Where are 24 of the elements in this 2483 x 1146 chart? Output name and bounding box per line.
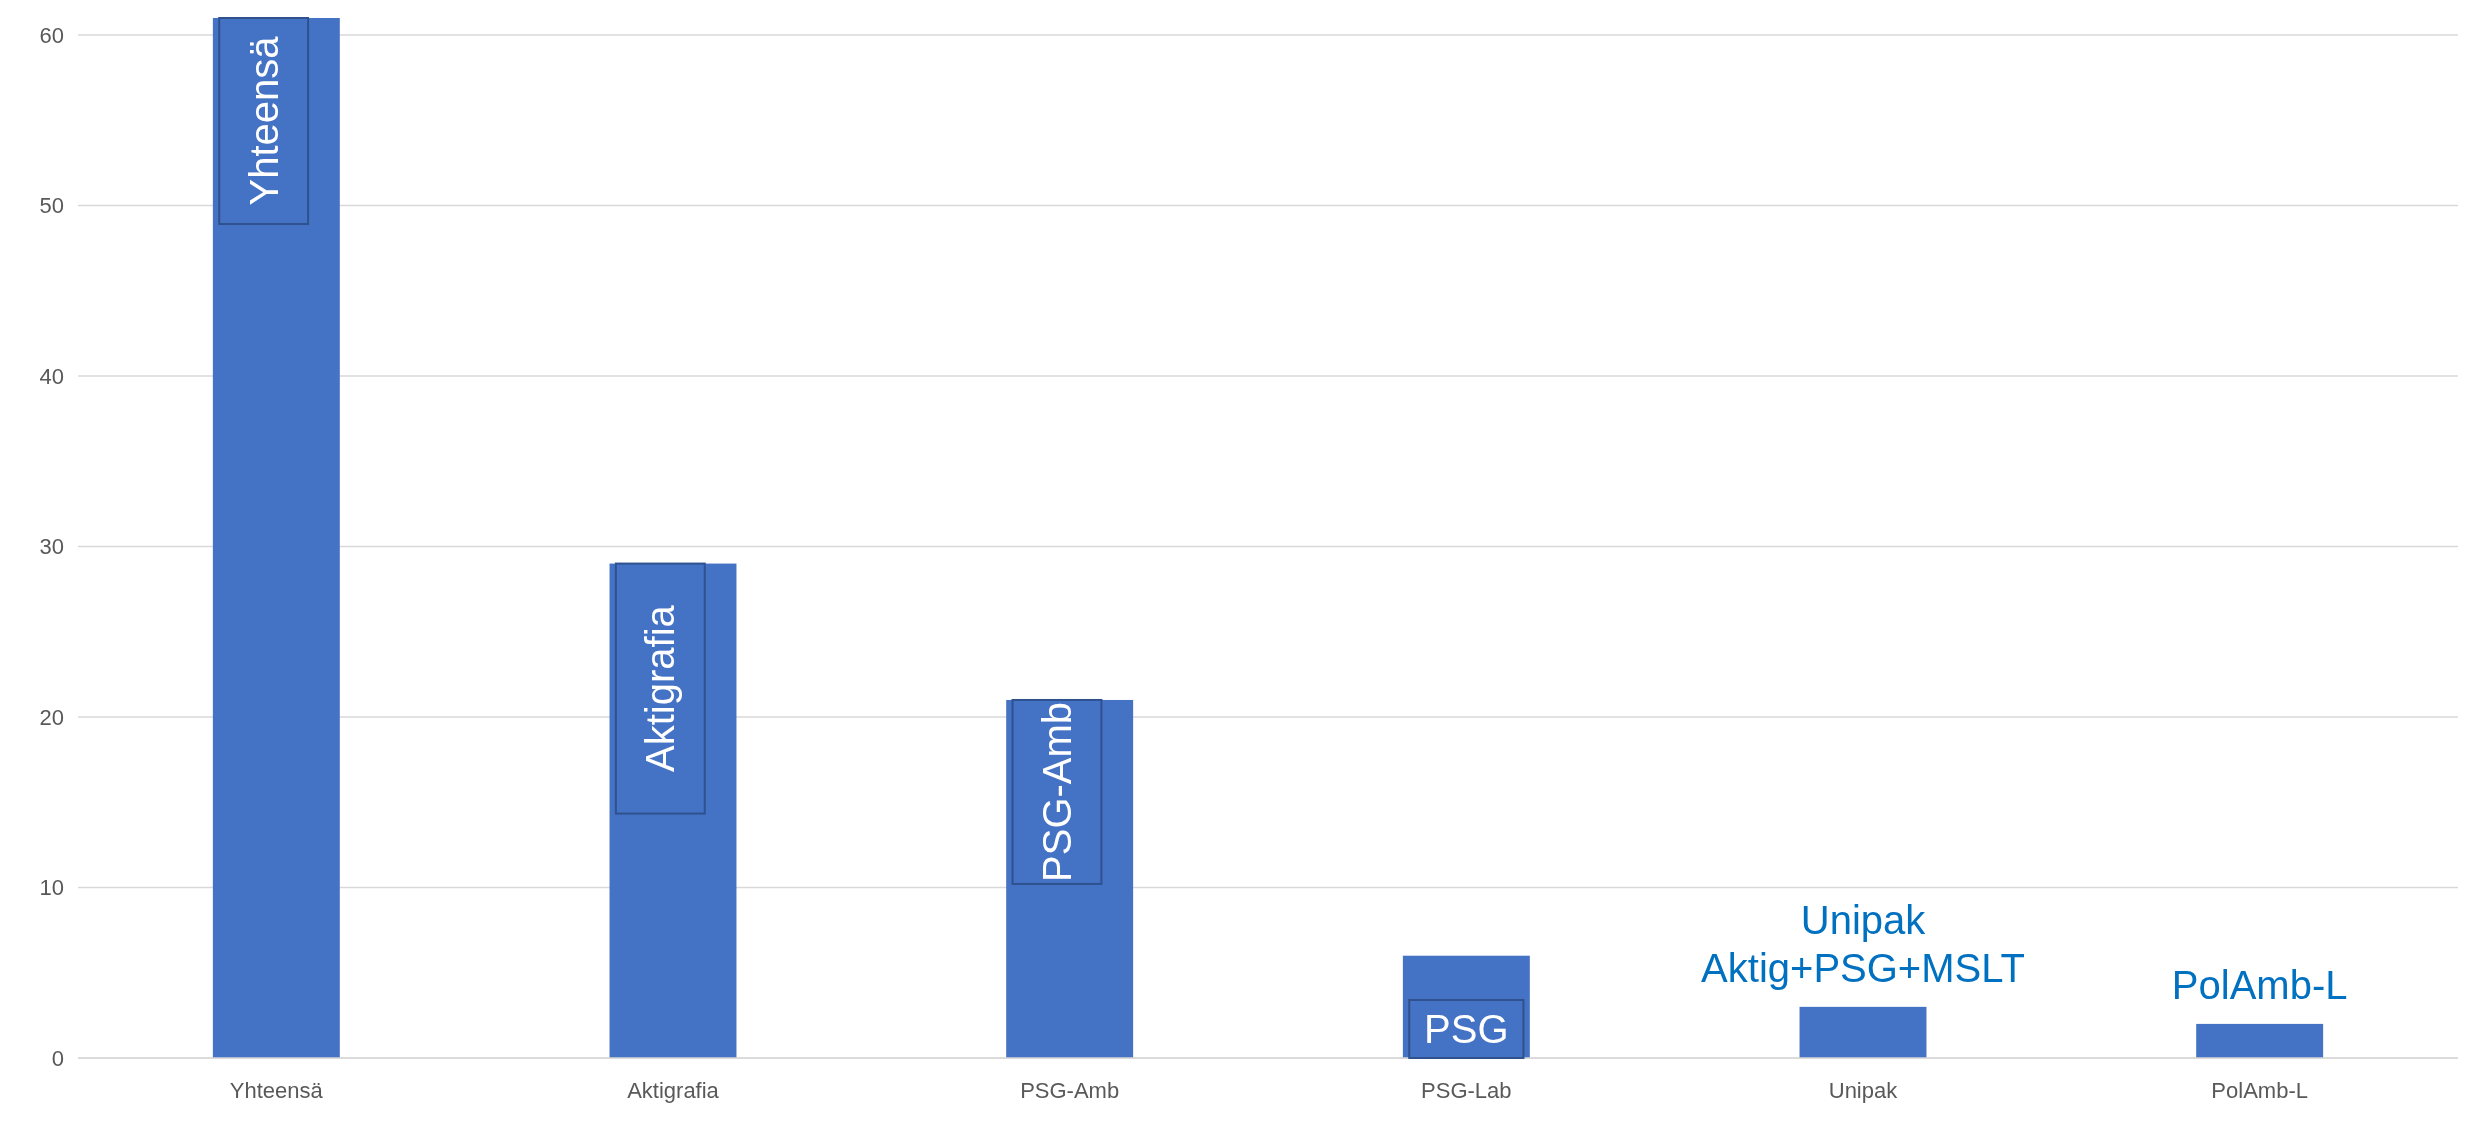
annotation: Aktigrafia (638, 604, 683, 772)
y-tick-label: 10 (39, 875, 64, 901)
y-tick-label: 40 (39, 363, 64, 389)
y-tick-label: 0 (51, 1045, 64, 1071)
y-tick-label: 60 (39, 22, 64, 48)
x-tick-label: Aktigrafia (627, 1078, 720, 1103)
x-tick-label: PSG-Lab (1421, 1078, 1512, 1103)
annotation: PSG-Amb (1034, 701, 1079, 882)
y-tick-label: 20 (39, 704, 64, 730)
x-tick-label: PSG-Amb (1020, 1078, 1120, 1103)
x-tick-label: Yhteensä (229, 1078, 324, 1103)
bar (212, 18, 340, 1058)
bar (1006, 699, 1134, 1058)
x-tick-label: Unipak (1828, 1078, 1899, 1103)
annotation: Yhteensä (241, 35, 286, 206)
y-tick-label: 50 (39, 193, 64, 219)
bar (2196, 1023, 2324, 1058)
annotation: PolAmb-L (2171, 962, 2348, 1007)
annotation: Unipak Aktig+PSG+MSLT (1701, 897, 2025, 990)
x-tick-label: PolAmb-L (2211, 1078, 2308, 1103)
bar (1799, 1006, 1927, 1058)
bar (609, 563, 737, 1058)
annotation: PSG (1424, 1007, 1509, 1051)
y-tick-label: 30 (39, 534, 64, 560)
